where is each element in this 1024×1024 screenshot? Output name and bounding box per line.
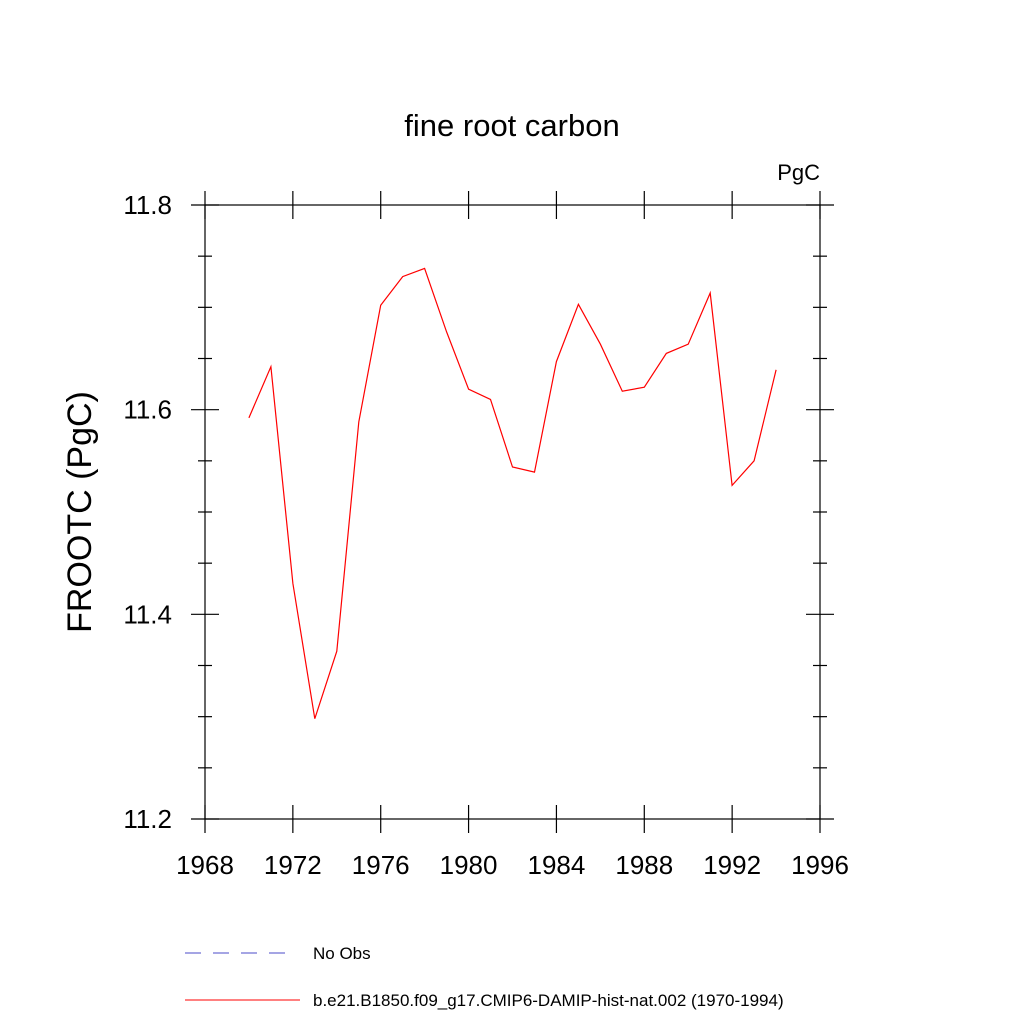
legend-label-model: b.e21.B1850.f09_g17.CMIP6-DAMIP-hist-nat… <box>313 991 784 1010</box>
units-label: PgC <box>777 160 820 185</box>
x-tick-label: 1996 <box>791 850 849 880</box>
plot-frame <box>204 204 821 820</box>
y-tick-label: 11.8 <box>123 190 172 220</box>
axis-ticks <box>191 191 834 833</box>
legend: No Obs b.e21.B1850.f09_g17.CMIP6-DAMIP-h… <box>185 944 784 1010</box>
y-tick-label: 11.2 <box>123 804 172 834</box>
x-tick-label: 1992 <box>703 850 761 880</box>
y-tick-label: 11.6 <box>123 395 172 425</box>
x-tick-label: 1972 <box>264 850 322 880</box>
x-tick-label: 1984 <box>528 850 586 880</box>
legend-label-no-obs: No Obs <box>313 944 371 963</box>
chart-title: fine root carbon <box>404 108 619 143</box>
y-tick-label: 11.4 <box>123 599 172 629</box>
x-tick-label: 1976 <box>352 850 410 880</box>
y-axis-label: FROOTC (PgC) <box>61 391 99 633</box>
y-tick-labels: 11.2 11.4 11.6 11.8 <box>123 190 172 834</box>
series-layer <box>248 267 777 719</box>
x-tick-label: 1988 <box>615 850 673 880</box>
x-tick-labels: 1968 1972 1976 1980 1984 1988 1992 1996 <box>176 850 849 880</box>
x-tick-label: 1968 <box>176 850 234 880</box>
series-line <box>248 267 777 719</box>
x-tick-label: 1980 <box>440 850 498 880</box>
